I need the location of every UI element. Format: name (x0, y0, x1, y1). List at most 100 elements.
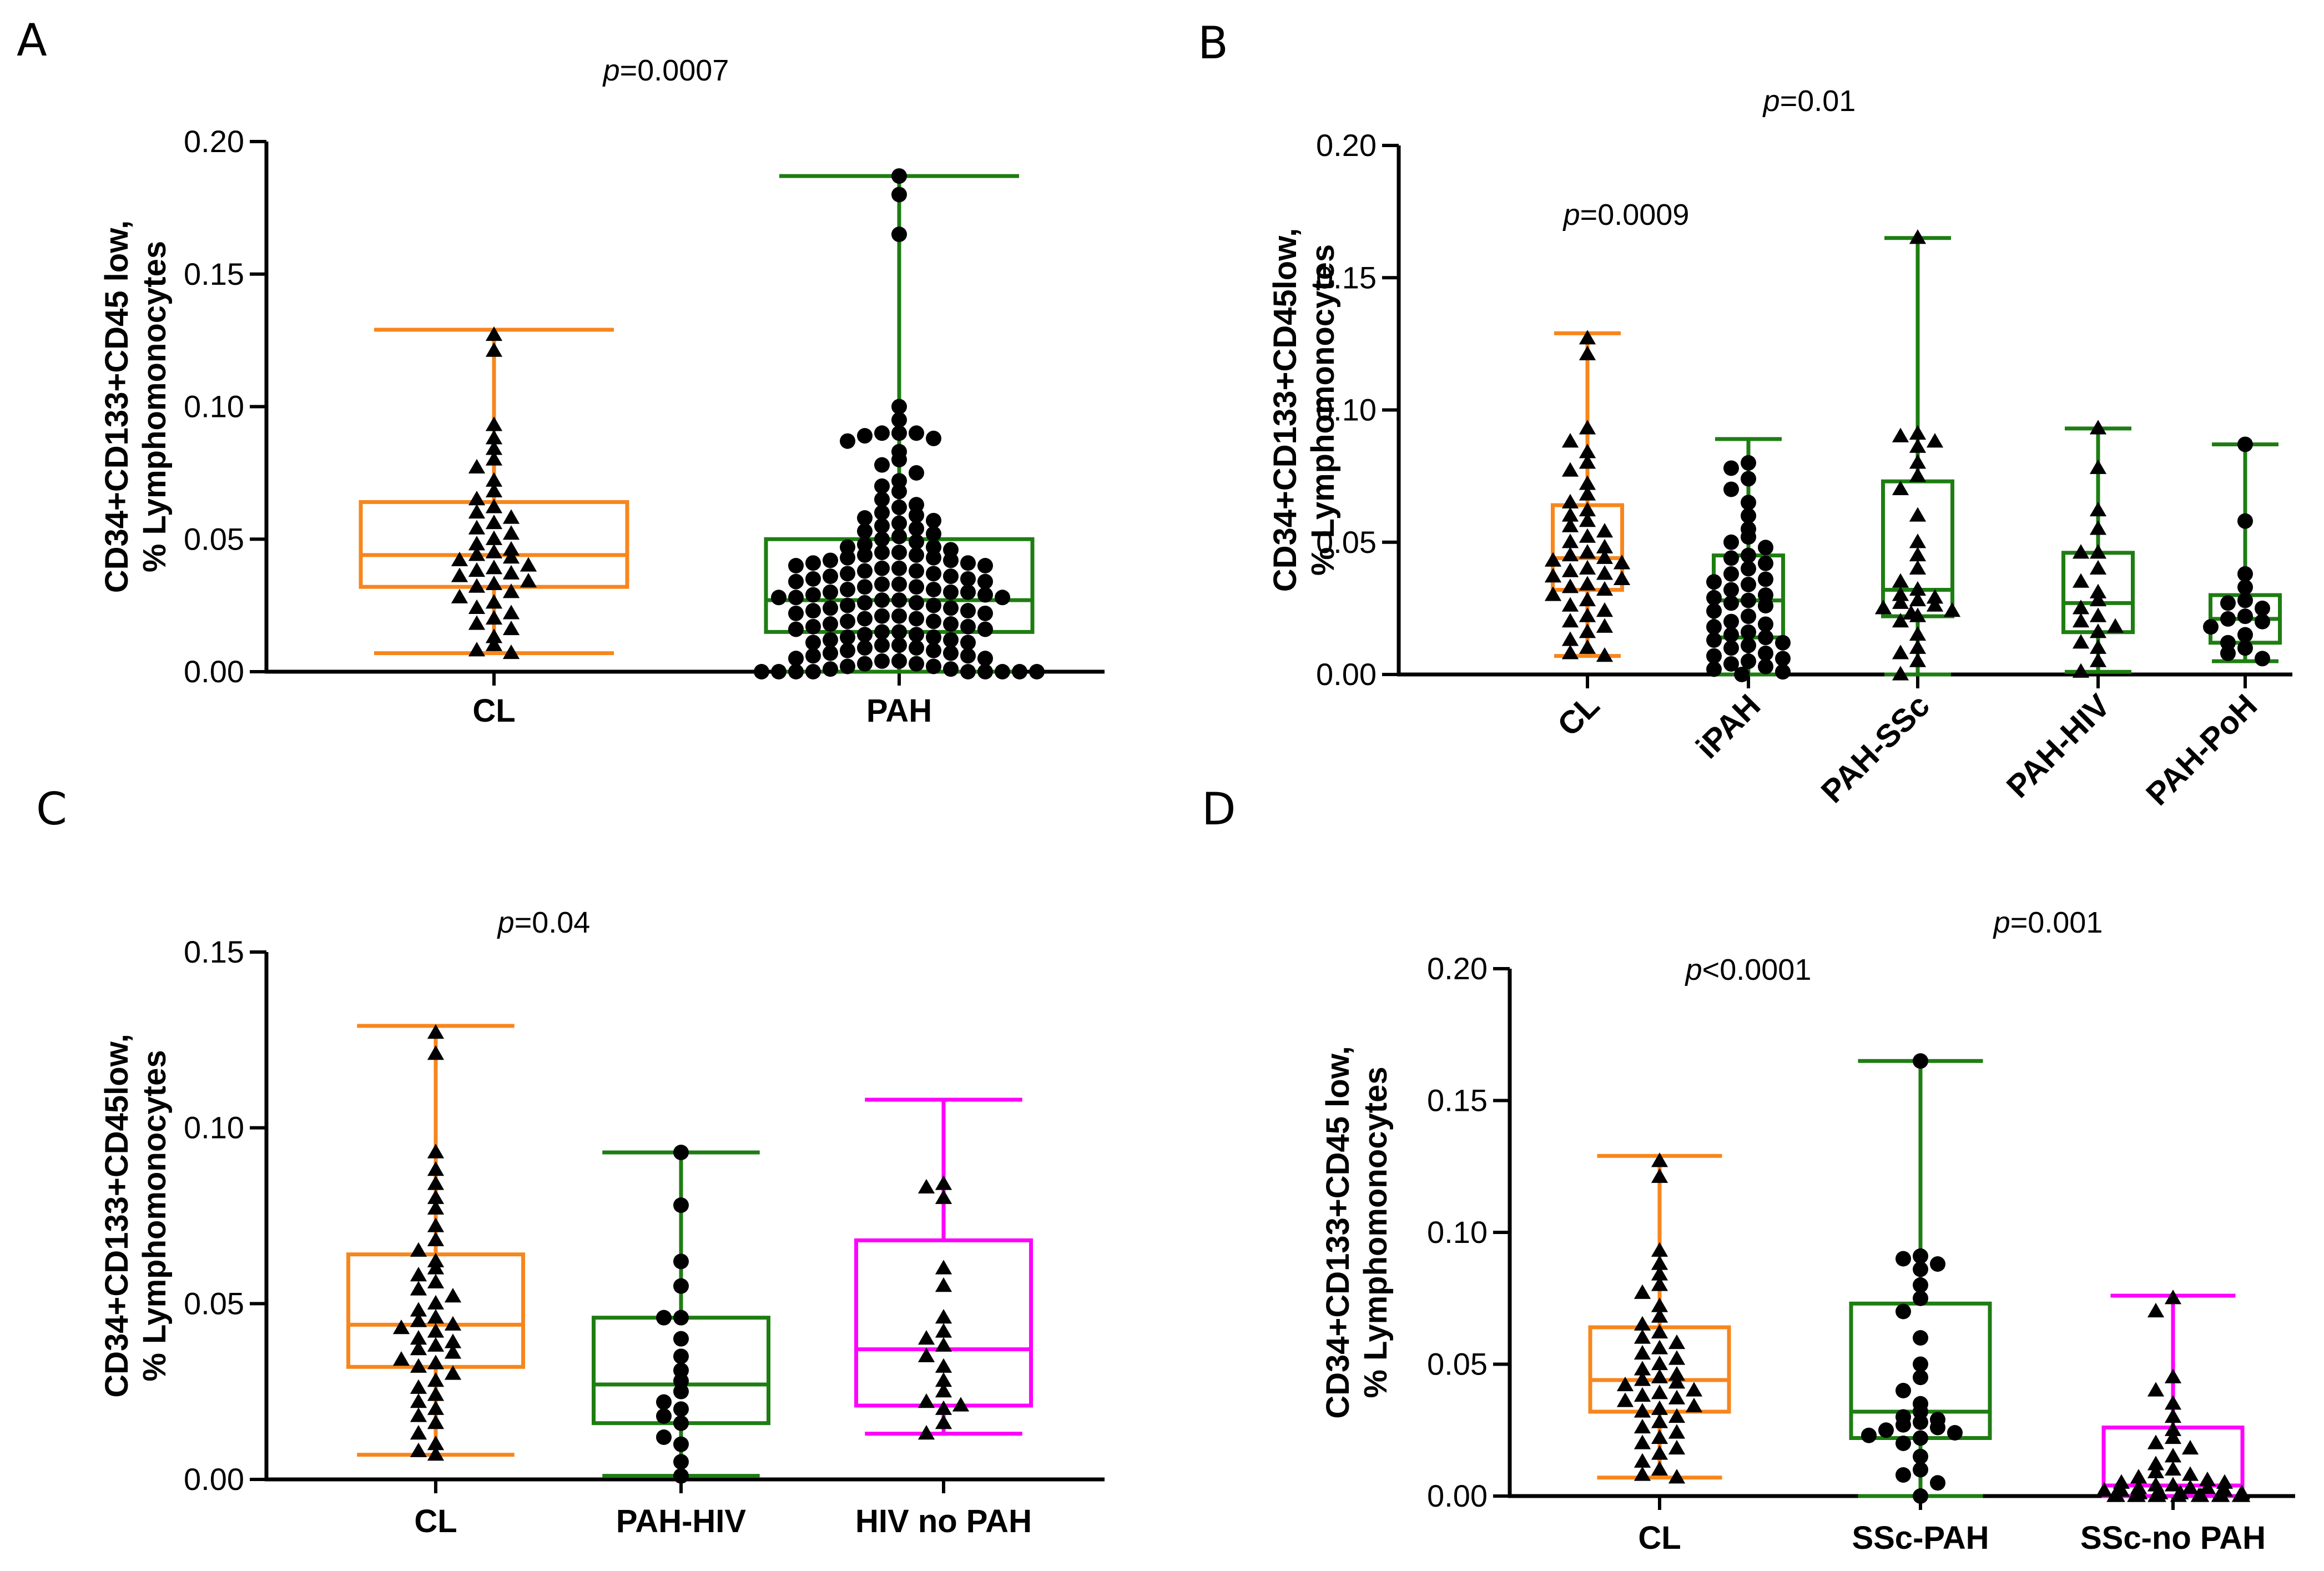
data-point (427, 1024, 445, 1039)
data-point (485, 482, 503, 497)
data-point (410, 1312, 427, 1327)
data-point (468, 599, 486, 614)
data-point (427, 1372, 445, 1387)
data-point (2255, 613, 2270, 630)
data-point (444, 1365, 462, 1380)
data-point (1861, 1427, 1877, 1443)
data-point (805, 603, 821, 619)
data-point (891, 576, 907, 592)
data-point (788, 664, 804, 679)
data-point (909, 534, 924, 550)
data-point (1668, 1424, 1686, 1439)
data-point (1651, 1445, 1668, 1460)
data-point (2255, 651, 2270, 667)
data-point (1706, 632, 1722, 648)
p-value: p=0.0007 (602, 54, 729, 87)
data-point (960, 664, 976, 679)
data-point (857, 510, 873, 526)
data-point (943, 600, 959, 616)
data-point (840, 581, 855, 597)
data-point (2089, 560, 2107, 575)
data-point (1613, 555, 1631, 570)
data-point (891, 624, 907, 640)
data-point (1544, 586, 1562, 601)
data-point (1561, 546, 1579, 562)
data-point (857, 523, 873, 539)
data-point (891, 168, 907, 184)
data-point (502, 525, 520, 540)
data-point (926, 613, 941, 630)
data-point (909, 640, 924, 656)
data-point (673, 1310, 689, 1326)
data-point (410, 1341, 427, 1356)
data-point (502, 583, 520, 598)
data-point (1634, 1361, 1651, 1376)
data-point (1561, 533, 1579, 548)
data-point (943, 568, 959, 585)
data-point (1896, 1417, 1911, 1433)
data-point (2089, 623, 2107, 638)
data-point (874, 505, 890, 521)
series-pah-hiv (2061, 420, 2135, 678)
data-point (926, 642, 941, 658)
panel-letter: B (1198, 17, 1228, 69)
data-point (468, 615, 486, 630)
data-point (917, 1179, 935, 1194)
data-point (673, 1197, 689, 1213)
category-label: HIV no PAH (855, 1503, 1032, 1539)
data-point (1909, 467, 1927, 482)
data-point (673, 1401, 689, 1417)
data-point (1909, 454, 1927, 469)
data-point (771, 664, 787, 679)
data-point (926, 526, 941, 542)
data-point (444, 1333, 462, 1348)
data-point (960, 555, 976, 571)
data-point (960, 584, 976, 600)
data-point (1651, 1168, 1668, 1183)
data-point (2147, 1302, 2165, 1318)
data-point (427, 1446, 445, 1461)
data-point (1926, 589, 1944, 604)
panel-A: A 0.00 0.05 0.10 0.15 0.20 CL PAH CD34+CD133+CD4… (17, 14, 1105, 729)
series-cl (1588, 1152, 1731, 1484)
data-point (2220, 611, 2236, 627)
data-point (1634, 1284, 1651, 1299)
data-point (1734, 667, 1750, 682)
data-point (2181, 1439, 2199, 1455)
data-point (857, 547, 873, 563)
data-point (2216, 1474, 2234, 1489)
data-point (2211, 1487, 2228, 1502)
data-point (1668, 1334, 1686, 1350)
category-label: CL (1638, 1520, 1681, 1556)
data-point (410, 1379, 427, 1394)
data-point (2237, 592, 2253, 608)
data-point (1926, 433, 1944, 448)
data-point (1909, 438, 1927, 453)
data-point (1878, 1422, 1894, 1438)
y-tick-label: 0.00 (184, 654, 244, 689)
y-tick-label: 0.20 (1316, 128, 1377, 163)
category-label: PAH-HIV (616, 1503, 746, 1539)
data-point (840, 597, 855, 613)
data-point (468, 459, 486, 474)
data-point (805, 664, 821, 679)
data-point (891, 545, 907, 561)
data-point (485, 472, 503, 487)
data-point (1596, 618, 1614, 633)
data-point (485, 636, 503, 651)
data-point (1892, 644, 1909, 659)
data-point (2147, 1382, 2165, 1397)
data-point (2072, 634, 2090, 649)
data-point (857, 595, 873, 611)
data-point (427, 1200, 445, 1215)
data-point (485, 451, 503, 466)
data-point (935, 1323, 952, 1338)
data-point (788, 590, 804, 606)
data-point (1758, 658, 1773, 674)
data-point (2237, 579, 2253, 595)
y-tick-label: 0.10 (1427, 1215, 1488, 1250)
p-value: p=0.04 (497, 906, 591, 939)
data-point (2237, 566, 2253, 582)
data-point (926, 581, 941, 597)
